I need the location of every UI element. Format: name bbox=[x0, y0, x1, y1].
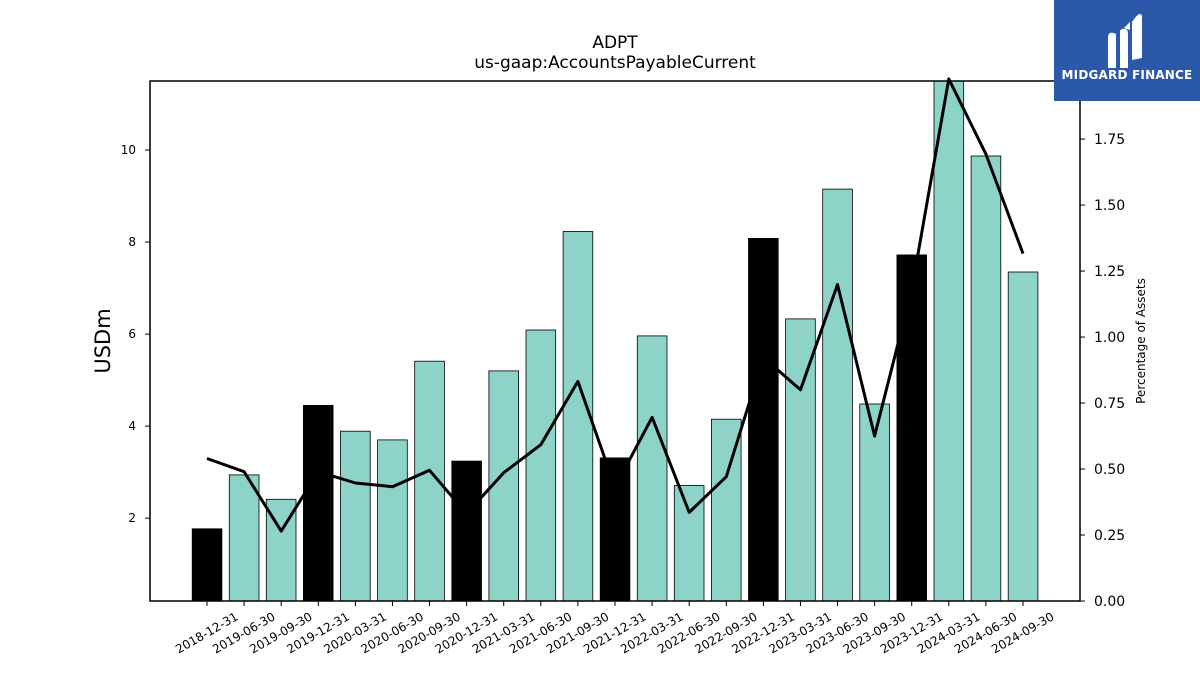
bar-2023-12-31 bbox=[896, 254, 928, 602]
y-axis-left: 2 4 6 8 10 bbox=[121, 143, 150, 525]
y-tick-label: 6 bbox=[128, 327, 136, 341]
y-right-tick-label: 1.75 bbox=[1094, 132, 1125, 148]
bar-2020-12-31 bbox=[451, 460, 482, 602]
bar-2022-12-31 bbox=[748, 237, 779, 602]
y-right-tick-label: 1.50 bbox=[1094, 198, 1125, 214]
y-right-tick-label: 1.00 bbox=[1094, 330, 1125, 346]
bar-2024-06-30 bbox=[970, 155, 1002, 602]
bar-2021-06-30 bbox=[525, 329, 557, 602]
bar-2021-12-31 bbox=[599, 457, 631, 602]
brand-logo: MIDGARD FINANCE bbox=[1054, 0, 1200, 101]
bar-2020-03-31 bbox=[340, 430, 371, 602]
logo-mark-icon bbox=[1108, 14, 1142, 68]
y-tick-label: 4 bbox=[128, 419, 136, 433]
y-tick-label: 2 bbox=[128, 511, 136, 525]
percentage-line bbox=[206, 77, 1025, 533]
y-axis-label: USDm bbox=[91, 308, 115, 373]
bar-2018-12-31 bbox=[191, 528, 223, 602]
y-right-tick-label: 0.25 bbox=[1094, 528, 1125, 544]
y-axis-label-right: Percentage of Assets bbox=[1134, 278, 1148, 404]
y-tick-label: 10 bbox=[121, 143, 136, 157]
y-right-tick-label: 0.75 bbox=[1094, 396, 1125, 412]
y-right-tick-label: 1.25 bbox=[1094, 264, 1125, 280]
y-axis-right: 0.00 0.25 0.50 0.75 1.00 1.25 1.50 1.75 bbox=[1080, 132, 1125, 610]
y-right-tick-label: 0.00 bbox=[1094, 594, 1125, 610]
bar-2024-09-30 bbox=[1007, 271, 1039, 602]
percentage-line-path bbox=[206, 77, 1025, 533]
logo-text: MIDGARD FINANCE bbox=[1061, 68, 1193, 82]
bars bbox=[191, 80, 1039, 602]
bar-2021-09-30 bbox=[562, 231, 594, 602]
bar-2022-03-31 bbox=[636, 335, 668, 602]
y-tick-label: 8 bbox=[128, 235, 136, 249]
chart-subtitle: us-gaap:AccountsPayableCurrent bbox=[474, 53, 756, 73]
bar-2019-12-31 bbox=[302, 404, 334, 602]
bar-2021-03-31 bbox=[488, 370, 519, 602]
bar-2024-03-31 bbox=[933, 80, 965, 602]
bar-2023-06-30 bbox=[822, 188, 853, 602]
y-right-tick-label: 0.50 bbox=[1094, 462, 1125, 478]
bar-2020-06-30 bbox=[377, 439, 408, 602]
bar-2019-06-30 bbox=[228, 474, 260, 602]
x-axis: 2018-12-312019-06-302019-09-302019-12-31… bbox=[173, 601, 1057, 656]
chart-title: ADPT bbox=[592, 33, 638, 53]
